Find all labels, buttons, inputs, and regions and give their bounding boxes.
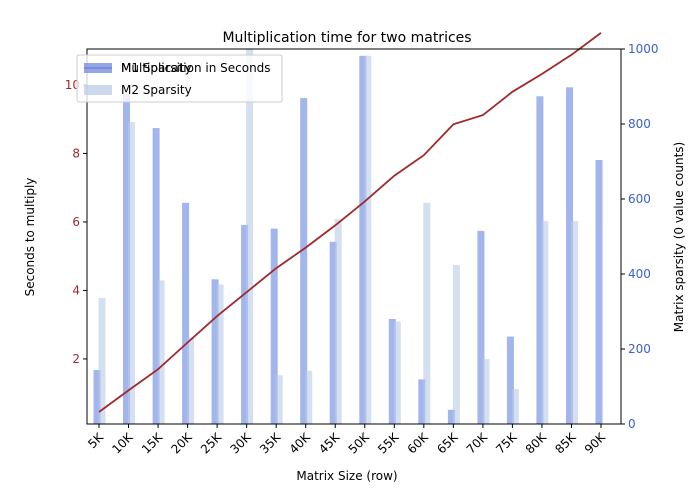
x-tick-label-70K: 70K xyxy=(464,429,491,456)
bar-m2-80K xyxy=(541,221,549,424)
x-tick-label-55K: 55K xyxy=(375,429,402,456)
bar-m2-60K xyxy=(423,202,431,425)
y-axis-title-left: Seconds to multiply xyxy=(23,178,37,297)
bar-m1-75K xyxy=(506,336,514,424)
bar-m1-15K xyxy=(152,128,160,424)
bar-m1-20K xyxy=(182,202,190,425)
x-tick-label-75K: 75K xyxy=(493,429,520,456)
x-tick-label-30K: 30K xyxy=(227,429,254,456)
bar-m1-5K xyxy=(93,370,101,424)
right-tick-label: 1000 xyxy=(628,42,659,56)
x-axis-title: Matrix Size (row) xyxy=(296,469,397,483)
x-tick-label-5K: 5K xyxy=(85,429,107,451)
bar-m1-65K xyxy=(447,409,455,425)
bar-m1-85K xyxy=(566,87,573,425)
bar-m1-80K xyxy=(536,96,544,425)
legend-label-bar: M1 Sparsity xyxy=(121,61,192,75)
left-axis: 2 4 6 8 10 xyxy=(65,78,87,366)
bar-m1-60K xyxy=(418,379,426,424)
bar-m2-65K xyxy=(452,265,460,424)
bar-m2-15K xyxy=(157,280,165,424)
left-tick-label: 6 xyxy=(72,215,80,229)
bar-m2-85K xyxy=(571,221,578,424)
plot-frame xyxy=(86,48,622,425)
line-layer xyxy=(98,32,602,413)
right-tick-label: 800 xyxy=(628,117,651,131)
x-tick-label-65K: 65K xyxy=(434,429,461,456)
x-tick-label-10K: 10K xyxy=(109,429,136,456)
legend-box xyxy=(76,54,283,103)
bar-m1-10K xyxy=(123,93,130,424)
left-tick-label: 4 xyxy=(72,283,80,297)
bar-m2-40K xyxy=(305,370,313,425)
x-tick-label-25K: 25K xyxy=(198,429,225,456)
right-axis: 0 200 400 600 800 1000 xyxy=(621,42,659,431)
bar-m1-30K xyxy=(241,224,249,424)
bar-m2-70K xyxy=(482,359,490,424)
bar-m1-25K xyxy=(211,279,219,425)
x-tick-label-85K: 85K xyxy=(552,429,579,456)
x-tick-label-15K: 15K xyxy=(139,429,166,456)
legend-swatch-bar xyxy=(84,85,112,95)
bar-m2-10K xyxy=(128,122,135,424)
bar-m2-55K xyxy=(393,321,401,424)
bar-m2-25K xyxy=(216,284,224,424)
bar-m2-50K xyxy=(364,55,372,425)
bar-m2-75K xyxy=(511,389,519,424)
chart-title: Multiplication time for two matrices xyxy=(222,30,471,46)
bar-m1-70K xyxy=(477,230,485,424)
legend-label-bar: M2 Sparsity xyxy=(121,83,192,97)
right-tick-label: 200 xyxy=(628,342,651,356)
right-tick-label: 400 xyxy=(628,267,651,281)
bar-m2-5K xyxy=(98,298,106,424)
right-tick-label: 600 xyxy=(628,192,651,206)
bar-m1-55K xyxy=(388,319,396,424)
bars-layer xyxy=(93,49,603,425)
bar-m1-40K xyxy=(300,98,308,424)
y-axis-title-right: Matrix sparsity (0 value counts) xyxy=(672,142,686,332)
bar-m2-35K xyxy=(275,375,283,425)
line-multiplication-seconds xyxy=(98,32,602,413)
bar-m1-45K xyxy=(329,241,337,425)
bar-m1-50K xyxy=(359,55,367,425)
bar-m2-20K xyxy=(187,337,195,424)
x-tick-label-90K: 90K xyxy=(582,429,609,456)
x-tick-label-40K: 40K xyxy=(287,429,314,456)
left-tick-label: 8 xyxy=(72,146,80,160)
x-tick-label-20K: 20K xyxy=(168,429,195,456)
legend-swatch-bar xyxy=(84,63,112,73)
x-axis: 5K 10K 15K 20K 25K 30K 35K 40K 45K 50K 55K 60K 65K 70… xyxy=(85,424,609,456)
legend-label-line: Multiplication in Seconds xyxy=(121,61,271,75)
x-tick-label-35K: 35K xyxy=(257,429,284,456)
x-tick-label-45K: 45K xyxy=(316,429,343,456)
right-tick-label: 0 xyxy=(628,417,636,431)
left-tick-label: 2 xyxy=(72,352,80,366)
left-tick-label: 10 xyxy=(65,78,80,92)
x-tick-label-80K: 80K xyxy=(523,429,550,456)
bar-m1-90K xyxy=(595,160,603,424)
bar-m2-30K xyxy=(246,49,254,424)
x-tick-label-60K: 60K xyxy=(405,429,432,456)
bar-m2-45K xyxy=(334,219,342,424)
bar-m1-35K xyxy=(270,228,278,424)
x-tick-label-50K: 50K xyxy=(346,429,373,456)
